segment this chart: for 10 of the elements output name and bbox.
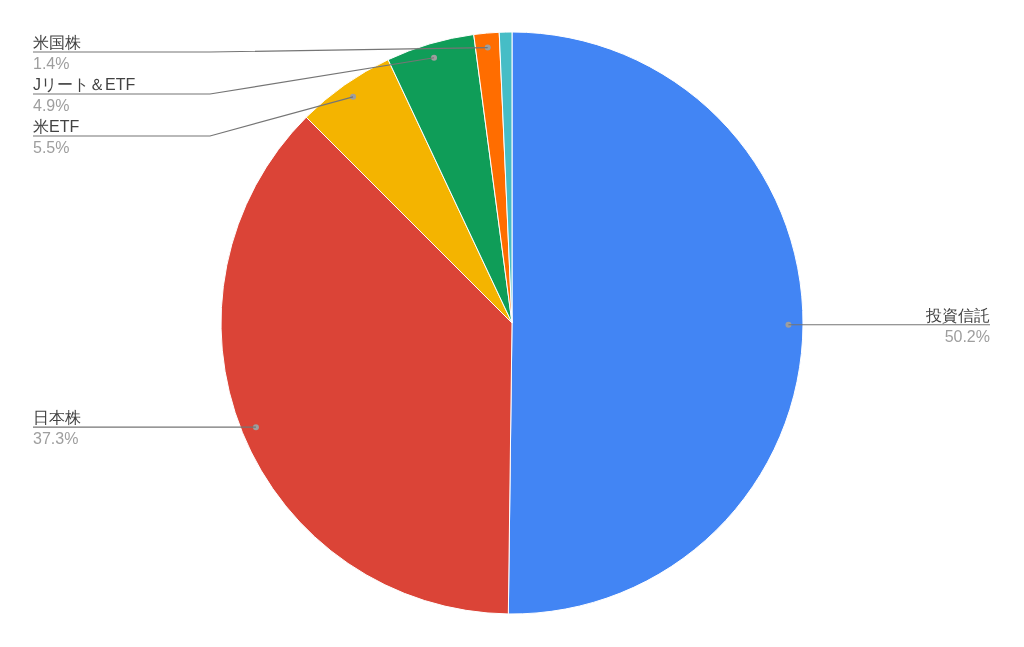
data-label: 37.3%: [33, 430, 79, 448]
slice-label: 米国株: [33, 34, 81, 51]
data-label: 5.5%: [33, 139, 70, 156]
slice-label: 投資信託: [925, 306, 990, 324]
slice-label: 日本株: [33, 409, 81, 427]
slice-label: 米ETF: [33, 118, 80, 135]
data-label: 1.4%: [33, 55, 70, 72]
data-label: 50.2%: [944, 327, 990, 345]
data-label: 4.9%: [33, 97, 70, 114]
slice-label: Jリート＆ETF: [33, 76, 136, 93]
